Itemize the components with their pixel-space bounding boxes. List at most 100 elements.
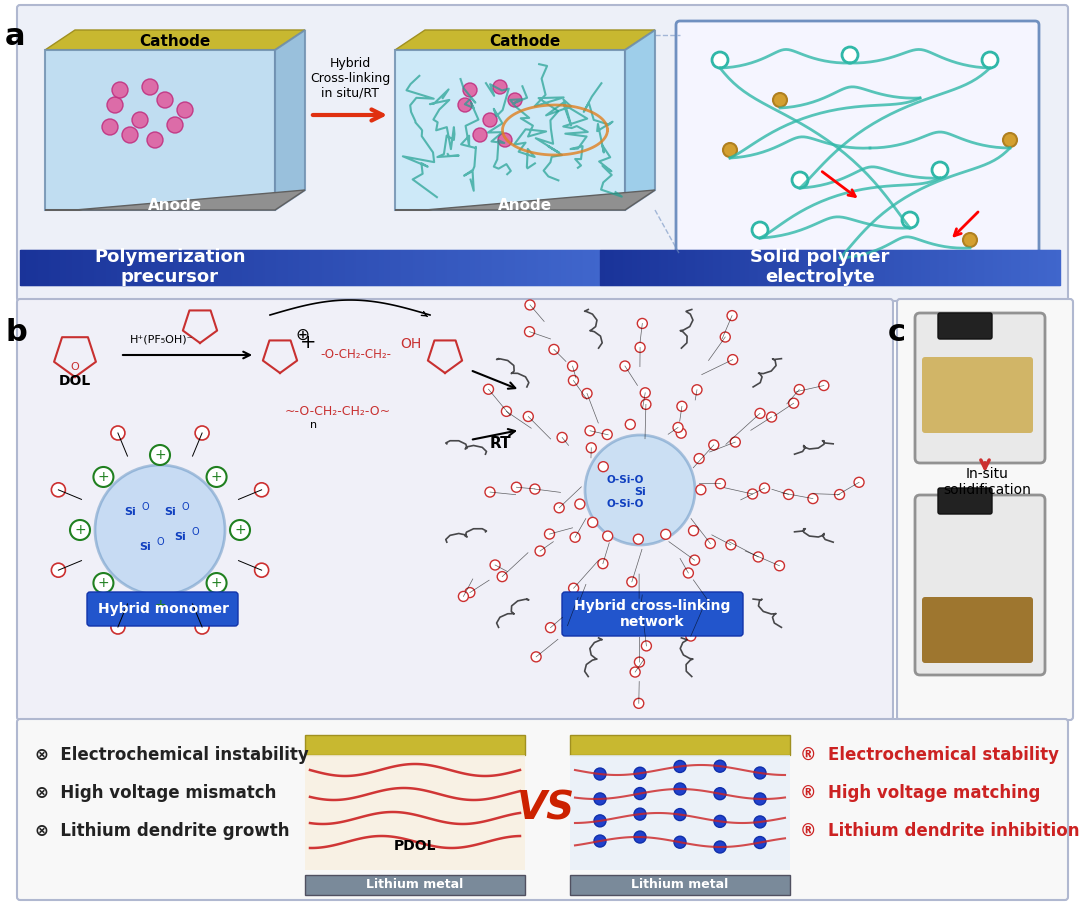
Circle shape: [676, 429, 686, 439]
Text: Lithium metal: Lithium metal: [366, 879, 463, 892]
Text: a: a: [5, 22, 26, 51]
Circle shape: [759, 483, 770, 493]
Text: +: +: [75, 523, 85, 537]
Polygon shape: [395, 50, 625, 210]
Circle shape: [634, 831, 646, 843]
Text: VS: VS: [516, 789, 575, 827]
Circle shape: [512, 482, 522, 492]
Circle shape: [635, 604, 646, 614]
Text: OH: OH: [400, 337, 421, 351]
Circle shape: [674, 783, 686, 795]
Text: +: +: [211, 470, 222, 484]
Circle shape: [575, 596, 584, 606]
Text: Hybrid monomer: Hybrid monomer: [97, 602, 229, 616]
Circle shape: [677, 401, 687, 411]
Text: O: O: [157, 537, 164, 547]
Text: Anode: Anode: [498, 198, 552, 212]
FancyBboxPatch shape: [939, 313, 993, 339]
Text: +: +: [234, 523, 246, 537]
Circle shape: [206, 467, 227, 487]
Text: +: +: [154, 598, 166, 612]
Circle shape: [686, 631, 696, 641]
Circle shape: [754, 816, 766, 828]
Bar: [570, 735, 789, 755]
Circle shape: [1003, 133, 1017, 147]
Text: PDOL: PDOL: [394, 839, 436, 853]
Circle shape: [545, 623, 555, 633]
Circle shape: [473, 128, 487, 142]
Bar: [305, 875, 525, 895]
Text: Anode: Anode: [148, 198, 202, 212]
Text: ®  Electrochemical stability: ® Electrochemical stability: [800, 746, 1059, 764]
Text: ⊗  High voltage mismatch: ⊗ High voltage mismatch: [35, 784, 276, 802]
Circle shape: [594, 835, 606, 847]
Circle shape: [575, 499, 585, 509]
Circle shape: [620, 361, 630, 371]
Circle shape: [634, 767, 646, 779]
Text: O: O: [70, 362, 79, 372]
Circle shape: [635, 342, 645, 352]
FancyBboxPatch shape: [922, 357, 1032, 433]
Text: O: O: [191, 527, 199, 537]
Text: O: O: [181, 502, 189, 512]
Circle shape: [714, 841, 726, 853]
Circle shape: [525, 327, 535, 337]
FancyBboxPatch shape: [676, 21, 1039, 269]
Text: Lithium metal: Lithium metal: [632, 879, 729, 892]
Circle shape: [111, 620, 125, 634]
Circle shape: [563, 621, 572, 631]
Circle shape: [603, 531, 612, 541]
Polygon shape: [45, 190, 305, 210]
Text: Hybrid cross-linking
network: Hybrid cross-linking network: [573, 599, 730, 629]
Circle shape: [674, 808, 686, 821]
Text: Solid polymer
electrolyte: Solid polymer electrolyte: [751, 248, 890, 286]
Circle shape: [715, 479, 726, 489]
Text: ®  Lithium dendrite inhibition: ® Lithium dendrite inhibition: [800, 822, 1080, 840]
Circle shape: [674, 836, 686, 848]
Circle shape: [696, 485, 706, 495]
Bar: [305, 755, 525, 870]
Circle shape: [714, 760, 726, 772]
Circle shape: [483, 113, 497, 127]
Polygon shape: [45, 30, 305, 50]
FancyBboxPatch shape: [897, 299, 1074, 720]
Circle shape: [754, 767, 766, 779]
Text: +: +: [300, 333, 316, 352]
Circle shape: [689, 555, 700, 565]
Text: Polymerization
precursor: Polymerization precursor: [94, 248, 246, 286]
Circle shape: [95, 465, 225, 595]
Circle shape: [726, 540, 735, 550]
Circle shape: [458, 98, 472, 112]
FancyBboxPatch shape: [915, 313, 1045, 463]
FancyBboxPatch shape: [17, 299, 893, 720]
Circle shape: [684, 568, 693, 578]
Bar: [305, 735, 525, 755]
Text: +: +: [211, 576, 222, 590]
Text: +: +: [97, 576, 109, 590]
Circle shape: [774, 561, 784, 571]
Circle shape: [497, 572, 508, 582]
FancyBboxPatch shape: [562, 592, 743, 636]
Circle shape: [982, 52, 998, 68]
Polygon shape: [45, 50, 275, 210]
Circle shape: [598, 558, 608, 568]
Text: ®  High voltage matching: ® High voltage matching: [800, 784, 1040, 802]
Circle shape: [854, 478, 864, 488]
Circle shape: [568, 376, 579, 386]
Circle shape: [588, 518, 597, 528]
Circle shape: [730, 437, 740, 447]
Circle shape: [642, 641, 651, 651]
Circle shape: [492, 80, 507, 94]
Bar: [570, 755, 789, 870]
Circle shape: [568, 583, 579, 593]
Circle shape: [594, 814, 606, 827]
Circle shape: [634, 808, 646, 820]
Text: Cathode: Cathode: [489, 35, 561, 50]
Circle shape: [524, 411, 534, 421]
Circle shape: [835, 489, 845, 499]
Circle shape: [501, 407, 512, 417]
Text: Si: Si: [174, 532, 186, 542]
Text: DOL: DOL: [59, 374, 91, 388]
Circle shape: [554, 503, 564, 513]
FancyBboxPatch shape: [939, 488, 993, 514]
